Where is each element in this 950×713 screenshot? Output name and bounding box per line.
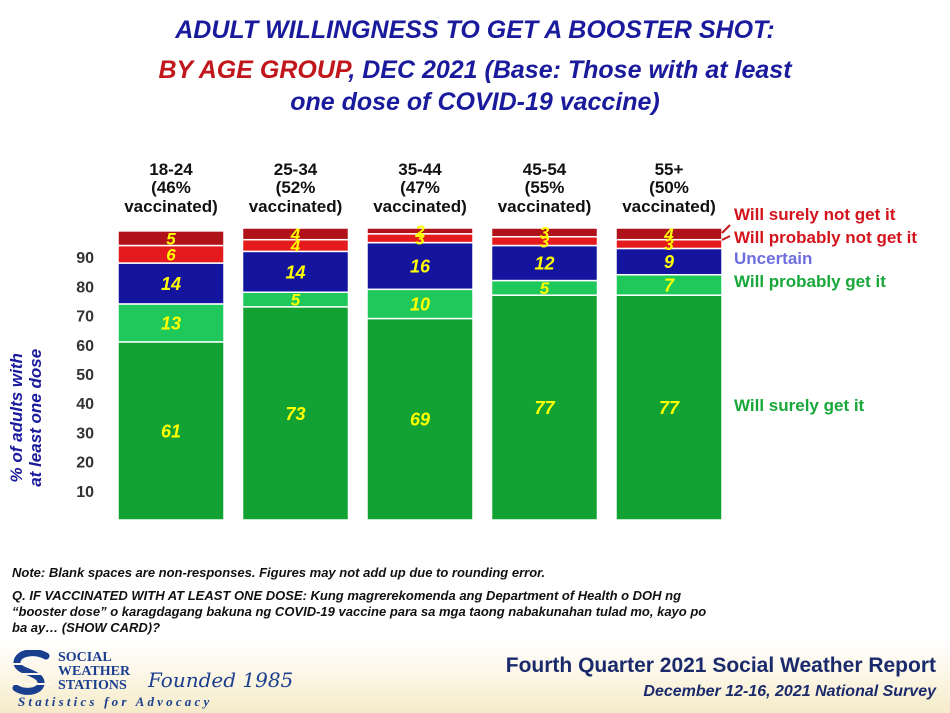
- data-label: 5: [540, 279, 550, 298]
- category-label: 35-44: [398, 160, 442, 179]
- y-axis-label-line1: % of adults with: [7, 353, 26, 482]
- sws-org-line3: STATIONS: [58, 678, 127, 693]
- sws-founded: Founded 1985: [148, 668, 294, 692]
- y-tick-label: 20: [76, 455, 94, 472]
- data-label: 2: [414, 222, 425, 241]
- category-label: 45-54: [523, 160, 567, 179]
- legend-label: Will surely get it: [734, 396, 865, 415]
- sws-org-line1: SOCIAL: [58, 650, 112, 665]
- data-label: 4: [290, 237, 301, 256]
- y-tick-label: 50: [76, 367, 94, 384]
- bar-segment: [241, 227, 350, 241]
- bar-segment: [615, 294, 723, 521]
- y-tick-label: 90: [76, 250, 94, 267]
- footer-band: [0, 641, 950, 713]
- data-label: 7: [664, 275, 675, 295]
- category-sublabel: vaccinated): [249, 197, 343, 216]
- data-label: 3: [540, 224, 550, 243]
- data-label: 13: [161, 313, 181, 333]
- bar-segment: [615, 247, 723, 276]
- y-tick-label: 70: [76, 309, 94, 326]
- question-line2: “booster dose” o karagdagang bakuna ng C…: [12, 604, 707, 619]
- chart-title-line3: one dose of COVID-19 vaccine): [290, 88, 660, 116]
- y-axis-label-line2: at least one dose: [26, 349, 45, 487]
- category-sublabel: vaccinated): [124, 197, 218, 216]
- legend-arrow: [721, 224, 731, 234]
- bar-segment: [615, 227, 723, 241]
- legend-label: Will probably get it: [734, 272, 886, 291]
- report-title: Fourth Quarter 2021 Social Weather Repor…: [505, 654, 936, 677]
- data-label: 12: [534, 254, 554, 274]
- category-sublabel: (47%: [400, 178, 440, 197]
- data-label: 3: [664, 235, 674, 254]
- note-text: Note: Blank spaces are non-responses. Fi…: [12, 565, 546, 580]
- bar-segment: [117, 303, 225, 343]
- legend-label: Will surely not get it: [734, 205, 896, 224]
- data-label: 77: [534, 398, 555, 418]
- data-label: 9: [664, 252, 674, 272]
- category-sublabel: vaccinated): [373, 197, 467, 216]
- bar-segment: [490, 294, 599, 521]
- category-label: 18-24: [149, 160, 193, 179]
- legend-label: Will probably not get it: [734, 228, 917, 247]
- data-label: 61: [161, 421, 181, 441]
- data-label: 10: [410, 294, 430, 314]
- chart-title-red-part: BY AGE GROUP: [158, 56, 349, 84]
- data-label: 4: [290, 225, 301, 244]
- category-sublabel: vaccinated): [498, 197, 592, 216]
- stacked-bar-chart: 10 20 30 40 50 60 70 80 90 % of adults with at lea…: [7, 160, 917, 521]
- data-label: 6: [166, 245, 176, 264]
- data-label: 5: [291, 291, 301, 310]
- category-label: 25-34: [274, 160, 318, 179]
- data-label: 3: [415, 229, 425, 248]
- data-label: 5: [166, 229, 176, 248]
- data-label: 14: [285, 262, 305, 282]
- chart-title-line1: ADULT WILLINGNESS TO GET A BOOSTER SHOT:: [175, 16, 775, 44]
- bar-segment: [366, 241, 474, 291]
- sws-org-line2: WEATHER: [58, 664, 131, 679]
- chart-title-blue-part: , DEC 2021 (Base: Those with at least: [348, 56, 792, 84]
- legend-arrow: [721, 235, 731, 241]
- data-label: 77: [659, 398, 680, 418]
- bar-segment: [117, 341, 225, 521]
- sws-logo-icon: [12, 650, 52, 695]
- question-line3: ba ay… (SHOW CARD)?: [12, 620, 161, 635]
- bar-segment: [490, 227, 599, 238]
- y-tick-label: 60: [76, 338, 94, 355]
- y-tick-label: 80: [76, 279, 94, 296]
- sws-org-name: SOCIAL WEATHER STATIONS: [58, 651, 130, 693]
- chart-title-line2: BY AGE GROUP, DEC 2021 (Base: Those with…: [0, 55, 950, 86]
- category-sublabel: (46%: [151, 178, 191, 197]
- report-subtitle: December 12-16, 2021 National Survey: [643, 683, 936, 700]
- question-line1: Q. IF VACCINATED WITH AT LEAST ONE DOSE:…: [12, 588, 682, 603]
- bar-segment: [490, 244, 599, 282]
- bar-segment: [366, 227, 474, 235]
- category-sublabel: (55%: [525, 178, 565, 197]
- data-label: 14: [161, 274, 181, 294]
- data-label: 73: [285, 404, 305, 424]
- category-label: 55+: [655, 160, 684, 179]
- y-tick-label: 30: [76, 425, 94, 442]
- bar-segment: [117, 230, 225, 247]
- data-label: 3: [540, 232, 550, 251]
- bar-segment: [366, 288, 474, 320]
- category-sublabel: vaccinated): [622, 197, 716, 216]
- legend-label: Uncertain: [734, 249, 812, 268]
- category-sublabel: (52%: [276, 178, 316, 197]
- y-tick-label: 10: [76, 484, 94, 501]
- data-label: 69: [410, 410, 430, 430]
- data-label: 16: [410, 256, 431, 276]
- y-tick-label: 40: [76, 396, 94, 413]
- category-sublabel: (50%: [649, 178, 689, 197]
- data-label: 4: [663, 225, 674, 244]
- sws-tagline: Statistics for Advocacy: [18, 694, 213, 709]
